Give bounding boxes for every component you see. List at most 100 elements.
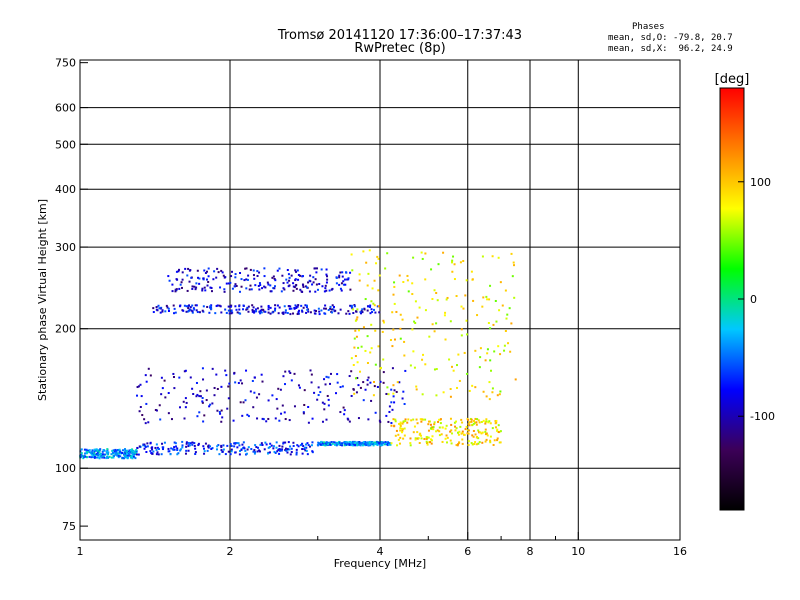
echo-point	[489, 435, 492, 438]
echo-point	[356, 361, 359, 364]
echo-point	[470, 442, 473, 445]
echo-point	[167, 310, 170, 313]
echo-point	[125, 454, 128, 457]
echo-point	[330, 308, 333, 311]
echo-point	[178, 268, 181, 271]
echo-point	[220, 446, 223, 449]
echo-point	[229, 281, 232, 284]
echo-point	[450, 365, 453, 368]
echo-point	[238, 308, 241, 311]
echo-point	[460, 305, 463, 308]
echo-point	[421, 257, 424, 260]
phase-colorbar: 100 0 -100 [deg]	[715, 72, 775, 511]
echo-point	[423, 437, 426, 440]
echo-point	[352, 364, 355, 367]
echo-point	[228, 382, 231, 385]
phase-stats-o: mean, sd,O: -79.8, 20.7	[608, 33, 733, 43]
echo-point	[197, 442, 200, 445]
echo-point	[363, 442, 366, 445]
echo-point	[349, 304, 352, 307]
echo-point	[303, 446, 306, 449]
echo-point	[309, 280, 312, 283]
echo-point	[155, 409, 158, 412]
echo-point	[452, 369, 455, 372]
echo-point	[425, 440, 428, 443]
echo-point	[481, 255, 484, 258]
echo-point	[411, 282, 414, 285]
echo-point	[332, 441, 335, 444]
echo-point	[265, 420, 268, 423]
echo-point	[374, 329, 377, 332]
echo-point	[223, 288, 226, 291]
echo-point	[270, 290, 273, 293]
echo-point	[393, 401, 396, 404]
echo-point	[361, 308, 364, 311]
echo-point	[496, 439, 499, 442]
echo-point	[377, 345, 380, 348]
echo-point	[486, 434, 489, 437]
echo-point	[433, 368, 436, 371]
echo-point	[416, 431, 419, 434]
echo-point	[372, 302, 375, 305]
echo-point	[350, 444, 353, 447]
echo-point	[258, 449, 261, 452]
echo-point	[191, 310, 194, 313]
echo-point	[261, 443, 264, 446]
echo-point	[139, 406, 142, 409]
echo-point	[492, 444, 495, 447]
echo-point	[309, 311, 312, 314]
echo-point	[227, 397, 230, 400]
echo-point	[247, 274, 250, 277]
echo-point	[382, 381, 385, 384]
echo-point	[303, 389, 306, 392]
echo-point	[292, 312, 295, 315]
echo-point	[210, 290, 213, 293]
echo-point	[242, 308, 245, 311]
echo-point	[85, 448, 88, 451]
echo-point	[316, 398, 319, 401]
echo-point	[274, 304, 277, 307]
echo-point	[415, 385, 418, 388]
echo-point	[446, 296, 449, 299]
echo-point	[189, 308, 192, 311]
echo-point	[331, 304, 334, 307]
echo-point	[307, 310, 310, 313]
echo-point	[313, 312, 316, 315]
echo-point	[184, 267, 187, 270]
echo-point	[252, 274, 255, 277]
echo-point	[394, 434, 397, 437]
echo-point	[373, 385, 376, 388]
echo-point	[264, 310, 267, 313]
echo-point	[347, 310, 350, 313]
echo-point	[406, 279, 409, 282]
echo-point	[245, 369, 248, 372]
echo-point	[430, 439, 433, 442]
echo-point	[451, 259, 454, 262]
echo-point	[216, 387, 219, 390]
echo-point	[485, 295, 488, 298]
echo-point	[110, 456, 113, 459]
echo-point	[373, 279, 376, 282]
echo-point	[174, 442, 177, 445]
echo-point	[359, 370, 362, 373]
echo-point	[302, 411, 305, 414]
echo-point	[284, 383, 287, 386]
echo-point	[299, 288, 302, 291]
echo-point	[253, 452, 256, 455]
echo-point	[121, 449, 124, 452]
echo-point	[131, 451, 134, 454]
echo-point	[176, 449, 179, 452]
echo-point	[267, 446, 270, 449]
echo-point	[290, 379, 293, 382]
echo-point	[393, 281, 396, 284]
echo-point	[191, 441, 194, 444]
echo-point	[296, 444, 299, 447]
echo-point	[435, 368, 438, 371]
echo-point	[268, 446, 271, 449]
echo-point	[349, 440, 352, 443]
echo-point	[204, 442, 207, 445]
echo-point	[119, 455, 122, 458]
echo-point	[358, 279, 361, 282]
echo-point	[93, 455, 96, 458]
echo-point	[467, 418, 470, 421]
